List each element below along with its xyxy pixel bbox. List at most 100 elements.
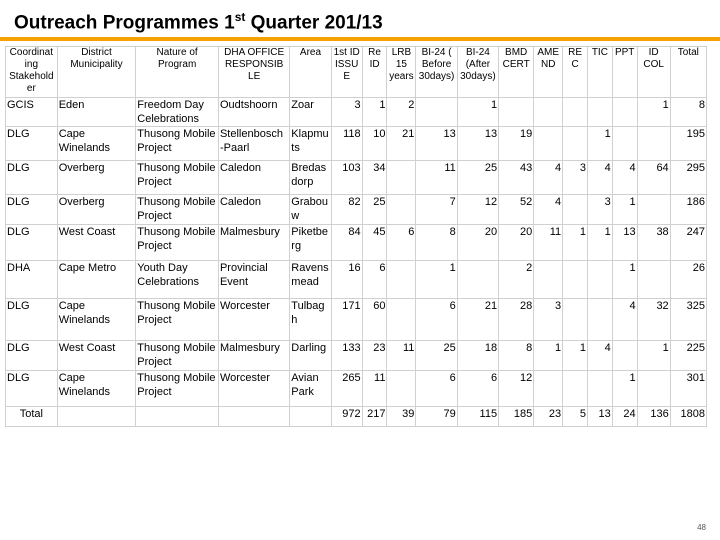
table-row: DLG Cape Winelands Thusong Mobile Project S… bbox=[5, 126, 708, 161]
table-cell: 43 bbox=[498, 160, 535, 195]
title-underline bbox=[0, 37, 720, 41]
table-cell: 1 bbox=[611, 260, 638, 299]
table-cell: 13 bbox=[611, 224, 638, 261]
table-row: GCIS Eden Freedom Day Celebrations Oudtshoo… bbox=[5, 97, 708, 127]
table-cell: 25 bbox=[456, 160, 500, 195]
table-cell: 217 bbox=[361, 406, 388, 427]
table-cell: 52 bbox=[498, 194, 535, 225]
table-cell: Worcester bbox=[217, 298, 291, 341]
table-cell: 12 bbox=[456, 194, 500, 225]
table-cell bbox=[562, 298, 588, 341]
table-cell: Piketbe rg bbox=[289, 224, 332, 261]
table-cell: 13 bbox=[415, 126, 458, 161]
table-cell bbox=[289, 406, 332, 427]
table-cell: 1 bbox=[636, 340, 671, 371]
table-cell: 38 bbox=[636, 224, 671, 261]
table-cell: Thusong Mobile Project bbox=[135, 194, 219, 225]
table-cell: Stellenbosch -Paarl bbox=[217, 126, 291, 161]
table-cell: 6 bbox=[361, 260, 388, 299]
header-cell: BMD CERT bbox=[498, 46, 535, 98]
table-cell: 8 bbox=[415, 224, 458, 261]
header-cell: Re ID bbox=[361, 46, 388, 98]
table-row: DLG Overberg Thusong Mobile Project Caledon… bbox=[5, 194, 708, 225]
table-cell bbox=[456, 260, 500, 299]
table-cell: 8 bbox=[498, 340, 535, 371]
table-cell: Thusong Mobile Project bbox=[135, 126, 219, 161]
table-cell: Malmesbury bbox=[217, 340, 291, 371]
table-cell: 23 bbox=[533, 406, 564, 427]
header-cell: Total bbox=[669, 46, 708, 98]
table-cell: 1 bbox=[361, 97, 388, 127]
table-cell bbox=[611, 340, 638, 371]
table-cell: Provincial Event bbox=[217, 260, 291, 299]
header-cell: Nature of Program bbox=[135, 46, 219, 98]
table-cell: Thusong Mobile Project bbox=[135, 340, 219, 371]
table-cell: 11 bbox=[361, 370, 388, 407]
table-row: DHA Cape Metro Youth Day Celebrations Provi… bbox=[5, 260, 708, 299]
table-cell: Total bbox=[5, 406, 58, 427]
table-cell: 23 bbox=[361, 340, 388, 371]
title-rest: Quarter 201/13 bbox=[245, 12, 383, 34]
header-cell: BI-24 (After 30days) bbox=[456, 46, 500, 98]
table-cell: 265 bbox=[330, 370, 363, 407]
header-row: Coordinat ing Stakehold er District Muni… bbox=[5, 46, 708, 98]
table-cell: 84 bbox=[330, 224, 363, 261]
table-cell: 3 bbox=[533, 298, 564, 341]
total-row: Total 972 217 39 79 115 185 23 5 13 24 136 1808 bbox=[5, 406, 708, 427]
table-cell: 6 bbox=[415, 370, 458, 407]
table-row: DLG Cape Winelands Thusong Mobile Project W… bbox=[5, 370, 708, 407]
table-cell: 171 bbox=[330, 298, 363, 341]
table-cell: Zoar bbox=[289, 97, 332, 127]
table-cell: Tulbag h bbox=[289, 298, 332, 341]
header-cell: PPT bbox=[611, 46, 638, 98]
table-cell: 1 bbox=[611, 370, 638, 407]
table-cell: 1808 bbox=[669, 406, 708, 427]
table-row: DLG Cape Winelands Thusong Mobile Project W… bbox=[5, 298, 708, 341]
table-cell bbox=[533, 370, 564, 407]
table-cell: 186 bbox=[669, 194, 708, 225]
table-cell: Malmesbury bbox=[217, 224, 291, 261]
table-cell: Overberg bbox=[56, 160, 137, 195]
table-cell: 3 bbox=[586, 194, 613, 225]
header-cell: BI-24 ( Before 30days) bbox=[415, 46, 458, 98]
table-cell: Oudtshoorn bbox=[217, 97, 291, 127]
table-cell: Klapmu ts bbox=[289, 126, 332, 161]
table-cell: Cape Winelands bbox=[56, 370, 137, 407]
table-cell: 295 bbox=[669, 160, 708, 195]
title-main: Outreach Programmes 1 bbox=[14, 12, 235, 34]
table-cell: 34 bbox=[361, 160, 388, 195]
table-cell: 2 bbox=[498, 260, 535, 299]
table-cell bbox=[636, 260, 671, 299]
table-cell bbox=[386, 298, 417, 341]
table-cell bbox=[636, 194, 671, 225]
table-cell: 1 bbox=[562, 340, 588, 371]
table-cell bbox=[135, 406, 219, 427]
table-cell: 3 bbox=[562, 160, 588, 195]
table-cell bbox=[217, 406, 291, 427]
table-row: DLG West Coast Thusong Mobile Project Malme… bbox=[5, 340, 708, 371]
table-cell: DLG bbox=[5, 224, 58, 261]
table-cell: DLG bbox=[5, 298, 58, 341]
table-cell: 11 bbox=[415, 160, 458, 195]
header-cell: LRB 15 years bbox=[386, 46, 417, 98]
table-cell: 972 bbox=[330, 406, 363, 427]
table-cell bbox=[533, 126, 564, 161]
table-cell: 1 bbox=[562, 224, 588, 261]
table-cell: Thusong Mobile Project bbox=[135, 160, 219, 195]
table-cell: 4 bbox=[586, 160, 613, 195]
table-cell: DLG bbox=[5, 194, 58, 225]
header-cell: Coordinat ing Stakehold er bbox=[5, 46, 58, 98]
table-cell: 325 bbox=[669, 298, 708, 341]
outreach-table: Coordinat ing Stakehold er District Muni… bbox=[5, 46, 708, 427]
table-cell: 195 bbox=[669, 126, 708, 161]
table-row: DLG West Coast Thusong Mobile Project Malme… bbox=[5, 224, 708, 261]
table-cell: DLG bbox=[5, 340, 58, 371]
table-cell: 45 bbox=[361, 224, 388, 261]
table-cell: Cape Winelands bbox=[56, 126, 137, 161]
table-cell: 11 bbox=[386, 340, 417, 371]
table-cell: 25 bbox=[361, 194, 388, 225]
table-cell: 13 bbox=[456, 126, 500, 161]
table-cell: 1 bbox=[586, 126, 613, 161]
table-cell: 1 bbox=[611, 194, 638, 225]
header-cell: RE C bbox=[562, 46, 588, 98]
